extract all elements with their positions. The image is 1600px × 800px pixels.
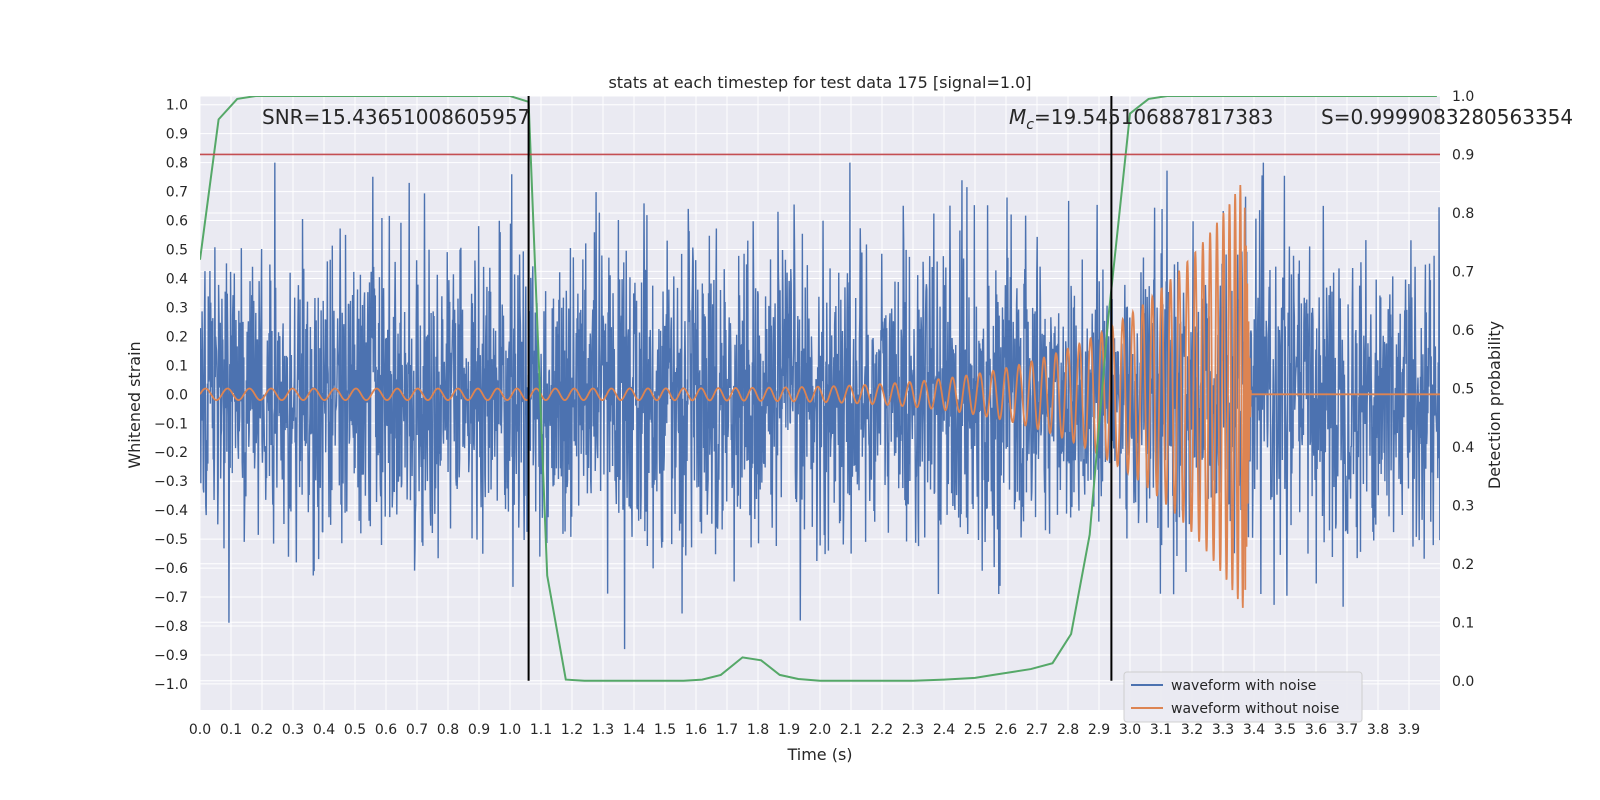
y-tick-label-left: −0.4 xyxy=(154,503,188,519)
y-tick-label-left: −0.9 xyxy=(154,648,188,664)
chirp-mass-annotation: Mc=19.545106887817383 xyxy=(1009,105,1273,133)
y-tick-label-left: 0.7 xyxy=(166,185,188,201)
x-tick-label: 0.8 xyxy=(437,722,459,738)
y-tick-label-left: −0.8 xyxy=(154,619,188,635)
y-tick-label-right: 0.6 xyxy=(1452,323,1474,339)
x-tick-label: 1.6 xyxy=(685,722,707,738)
x-tick-label: 2.8 xyxy=(1057,722,1079,738)
x-tick-label: 2.1 xyxy=(840,722,862,738)
x-tick-label: 3.2 xyxy=(1181,722,1203,738)
x-tick-label: 0.6 xyxy=(375,722,397,738)
x-tick-label: 3.0 xyxy=(1119,722,1141,738)
x-tick-label: 1.9 xyxy=(778,722,800,738)
x-tick-label: 1.1 xyxy=(530,722,552,738)
y-tick-label-left: 0.2 xyxy=(166,329,188,345)
y-axis-label-right: Detection probability xyxy=(1485,321,1504,489)
y-tick-label-right: 0.5 xyxy=(1452,381,1474,397)
x-tick-label: 0.9 xyxy=(468,722,490,738)
x-tick-label: 0.1 xyxy=(220,722,242,738)
legend-box xyxy=(1123,671,1363,723)
x-tick-label: 0.3 xyxy=(282,722,304,738)
x-tick-label: 0.0 xyxy=(189,722,211,738)
x-tick-label: 2.3 xyxy=(902,722,924,738)
x-tick-label: 2.2 xyxy=(871,722,893,738)
y-axis-label-left: Whitened strain xyxy=(125,341,144,468)
x-tick-label: 3.6 xyxy=(1305,722,1327,738)
y-tick-label-right: 1.0 xyxy=(1452,89,1474,105)
x-tick-label: 1.3 xyxy=(592,722,614,738)
x-tick-label: 2.7 xyxy=(1026,722,1048,738)
chart-title: stats at each timestep for test data 175… xyxy=(608,73,1031,92)
x-tick-label: 2.4 xyxy=(933,722,955,738)
legend-label-clean: waveform without noise xyxy=(1171,701,1339,717)
x-tick-label: 2.5 xyxy=(964,722,986,738)
series-waveform-without-noise xyxy=(200,184,1440,608)
snr-annotation: SNR=15.43651008605957 xyxy=(262,105,530,129)
x-tick-label: 2.6 xyxy=(995,722,1017,738)
y-tick-label-left: 0.3 xyxy=(166,300,188,316)
x-tick-label: 0.2 xyxy=(251,722,273,738)
x-tick-label: 1.2 xyxy=(561,722,583,738)
x-tick-label: 0.4 xyxy=(313,722,335,738)
y-tick-label-left: 0.6 xyxy=(166,214,188,230)
x-tick-label: 3.5 xyxy=(1274,722,1296,738)
y-tick-label-left: −0.2 xyxy=(154,445,188,461)
x-tick-label: 3.1 xyxy=(1150,722,1172,738)
y-tick-label-right: 0.2 xyxy=(1452,557,1474,573)
x-tick-label: 1.5 xyxy=(654,722,676,738)
x-tick-label: 3.9 xyxy=(1398,722,1420,738)
y-tick-label-right: 0.4 xyxy=(1452,440,1474,456)
x-tick-label: 1.8 xyxy=(747,722,769,738)
x-tick-label: 0.5 xyxy=(344,722,366,738)
x-axis-label: Time (s) xyxy=(786,745,852,764)
y-tick-label-right: 0.7 xyxy=(1452,264,1474,280)
y-tick-label-right: 0.1 xyxy=(1452,615,1474,631)
y-tick-label-right: 0.9 xyxy=(1452,147,1474,163)
legend: waveform with noise waveform without noi… xyxy=(1123,671,1363,723)
y-tick-label-right: 0.3 xyxy=(1452,498,1474,514)
y-tick-label-left: −1.0 xyxy=(154,677,188,693)
y-tick-label-left: 0.1 xyxy=(166,358,188,374)
y-tick-label-left: 0.9 xyxy=(166,127,188,143)
y-tick-label-right: 0.0 xyxy=(1452,674,1474,690)
x-tick-label: 3.8 xyxy=(1367,722,1389,738)
x-tick-label: 0.7 xyxy=(406,722,428,738)
x-tick-label: 1.4 xyxy=(623,722,645,738)
x-tick-label: 3.4 xyxy=(1243,722,1265,738)
y-tick-label-left: 1.0 xyxy=(166,98,188,114)
y-tick-label-right: 0.8 xyxy=(1452,206,1474,222)
x-tick-label: 3.7 xyxy=(1336,722,1358,738)
x-tick-label: 2.0 xyxy=(809,722,831,738)
y-tick-label-left: 0.4 xyxy=(166,271,188,287)
x-tick-label: 1.0 xyxy=(499,722,521,738)
x-tick-label: 2.9 xyxy=(1088,722,1110,738)
y-tick-label-left: −0.5 xyxy=(154,532,188,548)
y-tick-label-left: −0.7 xyxy=(154,590,188,606)
y-tick-label-left: 0.0 xyxy=(166,387,188,403)
detection-score-annotation: S=0.9999083280563354 xyxy=(1321,105,1573,129)
legend-label-noise: waveform with noise xyxy=(1171,678,1316,694)
y-tick-label-left: −0.1 xyxy=(154,416,188,432)
y-tick-label-left: 0.8 xyxy=(166,156,188,172)
y-tick-label-left: −0.3 xyxy=(154,474,188,490)
y-tick-label-left: 0.5 xyxy=(166,243,188,259)
x-tick-label: 3.3 xyxy=(1212,722,1234,738)
x-tick-label: 1.7 xyxy=(716,722,738,738)
y-tick-label-left: −0.6 xyxy=(154,561,188,577)
